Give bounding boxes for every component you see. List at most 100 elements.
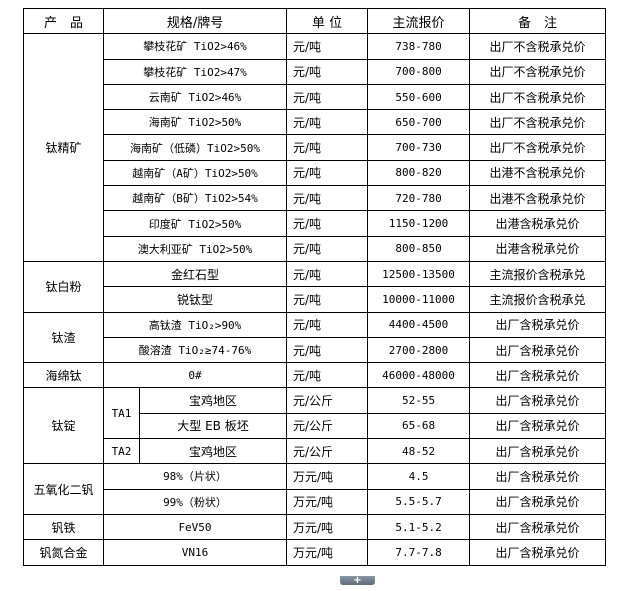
table-row: 海南矿（低磷）TiO2>50% 元/吨 700-730 出厂不含税承兑价 (24, 134, 607, 161)
price-cell: 700-730 (367, 134, 471, 161)
note-cell: 出厂含税承兑价 (469, 362, 607, 389)
product-name: 钛精矿 (23, 33, 104, 262)
header-price: 主流报价 (367, 7, 471, 35)
spec-cell: 金红石型 (102, 260, 288, 288)
table-row: 云南矿 TiO2>46% 元/吨 550-600 出厂不含税承兑价 (24, 83, 607, 111)
grade-label: TA1 (103, 387, 140, 440)
table-row: 攀枝花矿 TiO2>47% 元/吨 700-800 出厂不含税承兑价 (24, 58, 607, 85)
unit-cell: 元/吨 (286, 58, 369, 85)
price-cell: 4400-4500 (367, 311, 471, 338)
table-row: 钛精矿 攀枝花矿 TiO2>46% 元/吨 738-780 出厂不含税承兑价 (23, 33, 607, 262)
header-note: 备 注 (469, 7, 607, 35)
note-cell: 出厂不含税承兑价 (469, 134, 607, 161)
product-name: 钒氮合金 (23, 539, 104, 566)
price-cell: 4.5 (367, 463, 471, 490)
note-cell: 出厂不含税承兑价 (469, 58, 607, 85)
unit-cell: 元/吨 (286, 336, 369, 364)
note-cell: 出港不含税承兑价 (469, 159, 607, 187)
unit-cell: 元/吨 (286, 362, 369, 389)
note-cell: 出港不含税承兑价 (469, 185, 607, 212)
product-name: 钛白粉 (23, 260, 104, 313)
price-cell: 48-52 (367, 438, 471, 465)
product-name: 钛渣 (23, 311, 104, 364)
note-cell: 出厂不含税承兑价 (469, 33, 607, 60)
grade-label: TA2 (103, 438, 140, 465)
table-row: 五氧化二钒 98%（片状） 万元/吨 4.5 出厂含税承兑价 (23, 463, 607, 515)
note-cell: 出港含税承兑价 (469, 235, 607, 262)
unit-cell: 元/吨 (286, 134, 369, 161)
price-cell: 550-600 (367, 83, 471, 111)
table-row: 澳大利亚矿 TiO2>50% 元/吨 800-850 出港含税承兑价 (24, 235, 607, 262)
unit-cell: 元/公斤 (286, 387, 369, 414)
table-row: 锐钛型 元/吨 10000-11000 主流报价含税承兑 (24, 286, 607, 313)
price-cell: 650-700 (367, 109, 471, 136)
price-cell: 1150-1200 (367, 210, 471, 237)
price-cell: 5.5-5.7 (367, 488, 471, 515)
price-cell: 10000-11000 (367, 286, 471, 313)
unit-cell: 元/吨 (286, 83, 369, 111)
price-cell: 7.7-7.8 (367, 539, 471, 566)
price-cell: 5.1-5.2 (367, 513, 471, 541)
unit-cell: 元/公斤 (286, 412, 369, 440)
header-unit: 单 位 (286, 7, 369, 35)
spec-cell: 海南矿 TiO2>50% (102, 109, 288, 136)
unit-cell: 万元/吨 (286, 463, 369, 490)
table-row: 钒氮合金 VN16 万元/吨 7.7-7.8 出厂含税承兑价 (23, 539, 607, 566)
spec-cell: 印度矿 TiO2>50% (102, 210, 288, 237)
spec-cell: 大型 EB 板坯 (138, 412, 288, 440)
price-cell: 46000-48000 (367, 362, 471, 389)
spec-cell: 云南矿 TiO2>46% (102, 83, 288, 111)
note-cell: 出厂含税承兑价 (469, 311, 607, 338)
spec-cell: 宝鸡地区 (138, 387, 288, 414)
spec-cell: VN16 (102, 539, 288, 566)
spec-cell: FeV50 (102, 513, 288, 541)
note-cell: 出厂不含税承兑价 (469, 109, 607, 136)
table-row: 印度矿 TiO2>50% 元/吨 1150-1200 出港含税承兑价 (24, 210, 607, 237)
note-cell: 出厂含税承兑价 (469, 438, 607, 465)
unit-cell: 元/吨 (286, 260, 369, 288)
spec-cell: 澳大利亚矿 TiO2>50% (102, 235, 288, 262)
table-row: TA2 宝鸡地区 元/公斤 48-52 出厂含税承兑价 (24, 438, 607, 465)
price-cell: 65-68 (367, 412, 471, 440)
price-cell: 12500-13500 (367, 260, 471, 288)
note-cell: 出港含税承兑价 (469, 210, 607, 237)
spec-cell: 酸溶渣 TiO₂≥74-76% (102, 336, 288, 364)
table-row: 越南矿（A矿）TiO2>50% 元/吨 800-820 出港不含税承兑价 (24, 159, 607, 187)
unit-cell: 元/吨 (286, 185, 369, 212)
table-row: 钛渣 高钛渣 TiO₂>90% 元/吨 4400-4500 出厂含税承兑价 (23, 311, 607, 364)
unit-cell: 元/公斤 (286, 438, 369, 465)
spec-cell: 锐钛型 (102, 286, 288, 313)
table-row: 99%（粉状） 万元/吨 5.5-5.7 出厂含税承兑价 (24, 488, 607, 515)
spec-cell: 98%（片状） (102, 463, 288, 490)
note-cell: 主流报价含税承兑 (469, 286, 607, 313)
spec-cell: 宝鸡地区 (138, 438, 288, 465)
note-cell: 出厂含税承兑价 (469, 488, 607, 515)
price-cell: 700-800 (367, 58, 471, 85)
unit-cell: 万元/吨 (286, 513, 369, 541)
spec-cell: 高钛渣 TiO₂>90% (102, 311, 288, 338)
price-cell: 2700-2800 (367, 336, 471, 364)
table-row: 海绵钛 0# 元/吨 46000-48000 出厂含税承兑价 (23, 362, 607, 389)
table-row: 大型 EB 板坯 元/公斤 65-68 出厂含税承兑价 (24, 412, 607, 440)
spec-cell: 攀枝花矿 TiO2>47% (102, 58, 288, 85)
note-cell: 出厂含税承兑价 (469, 387, 607, 414)
price-cell: 52-55 (367, 387, 471, 414)
unit-cell: 元/吨 (286, 311, 369, 338)
unit-cell: 元/吨 (286, 286, 369, 313)
spec-cell: 攀枝花矿 TiO2>46% (102, 33, 288, 60)
note-cell: 出厂含税承兑价 (469, 513, 607, 541)
price-cell: 800-850 (367, 235, 471, 262)
note-cell: 出厂含税承兑价 (469, 336, 607, 364)
unit-cell: 元/吨 (286, 210, 369, 237)
note-cell: 出厂含税承兑价 (469, 539, 607, 566)
spec-cell: 0# (102, 362, 288, 389)
note-cell: 出厂不含税承兑价 (469, 83, 607, 111)
unit-cell: 元/吨 (286, 33, 369, 60)
expand-button[interactable]: + (340, 576, 375, 586)
product-name: 海绵钛 (23, 362, 104, 389)
table-row: 钛锭 TA1 宝鸡地区 元/公斤 52-55 出厂含税承兑价 (23, 387, 607, 465)
table-row: 酸溶渣 TiO₂≥74-76% 元/吨 2700-2800 出厂含税承兑价 (24, 336, 607, 364)
table-row: 海南矿 TiO2>50% 元/吨 650-700 出厂不含税承兑价 (24, 109, 607, 136)
price-cell: 738-780 (367, 33, 471, 60)
unit-cell: 万元/吨 (286, 539, 369, 566)
